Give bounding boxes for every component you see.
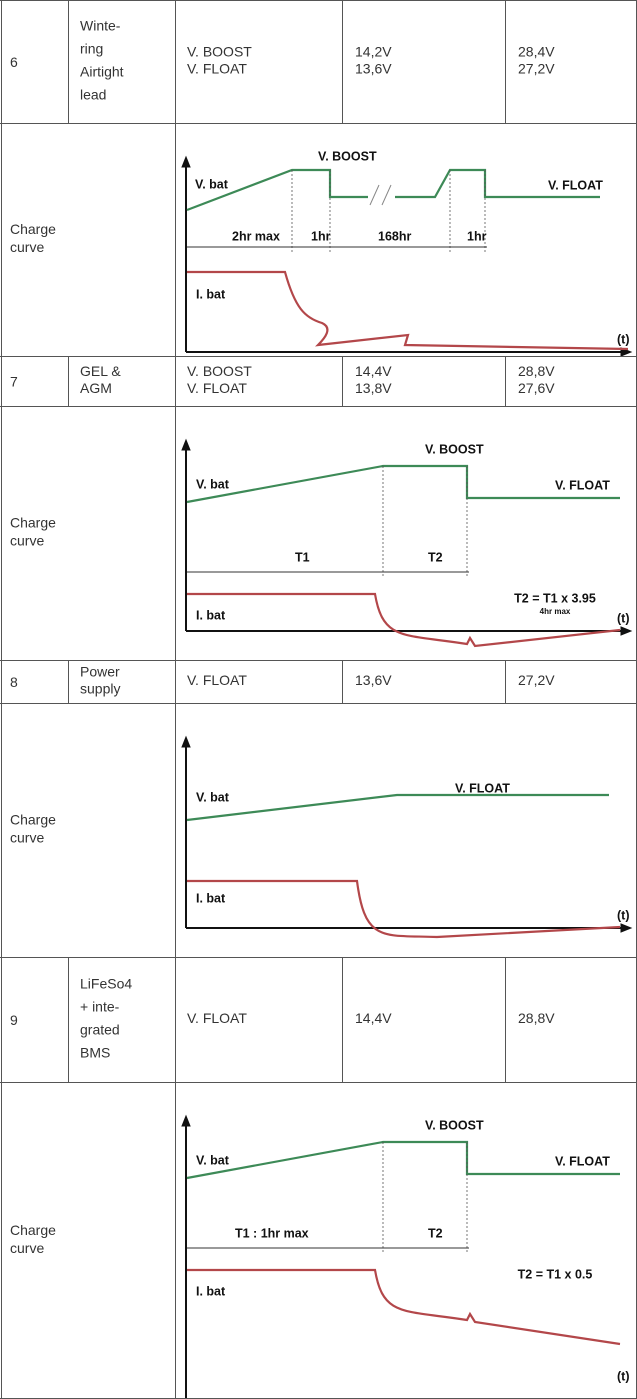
curve-text: V. bat — [196, 790, 230, 804]
charge-curve: V. BOOST V. bat V. FLOAT T1 : 1hr max T2 I. b… — [181, 1114, 630, 1399]
curve-text: V. bat — [195, 177, 229, 191]
voltage-12v: 14,4V — [355, 363, 392, 379]
curve-text: 1hr — [467, 229, 487, 243]
mode: V. FLOAT — [187, 1010, 247, 1026]
battery-type: GEL & — [80, 363, 121, 379]
curve-text: V. FLOAT — [555, 1154, 610, 1168]
curve-text: V. bat — [196, 1153, 230, 1167]
curve-text: V. FLOAT — [548, 178, 603, 192]
curve-label: Charge — [10, 515, 56, 531]
voltage-12v: 14,2V — [355, 44, 392, 60]
battery-type: lead — [80, 87, 106, 103]
curve-text: V. bat — [196, 477, 230, 491]
battery-type: Winte- — [80, 18, 121, 34]
arrow-head — [181, 735, 191, 748]
curve-text: (t) — [617, 611, 630, 625]
curve-label: curve — [10, 533, 44, 549]
curve-label: Charge — [10, 1222, 56, 1238]
row-number: 9 — [10, 1012, 18, 1028]
curve-text: I. bat — [196, 287, 226, 301]
voltage-24v: 27,2V — [518, 672, 555, 688]
curve-label: curve — [10, 830, 44, 846]
battery-type: BMS — [80, 1045, 110, 1061]
arrow-head — [620, 923, 633, 933]
mode: V. FLOAT — [187, 672, 247, 688]
curve-text: I. bat — [196, 1284, 226, 1298]
mode: V. FLOAT — [187, 380, 247, 396]
voltage-24v: 28,8V — [518, 1010, 555, 1026]
arrow-head — [181, 438, 191, 451]
voltage-12v: 13,6V — [355, 61, 392, 77]
charge-curve: V. BOOST V. bat V. FLOAT 2hr max 1hr 168hr 1hr… — [181, 149, 633, 357]
curve-text: V. FLOAT — [455, 781, 510, 795]
curve-text: V. BOOST — [425, 442, 484, 456]
curve-label: curve — [10, 239, 44, 255]
mode: V. FLOAT — [187, 61, 247, 77]
arrow-head — [620, 626, 633, 636]
battery-type: + inte- — [80, 999, 120, 1015]
row-number: 6 — [10, 54, 18, 70]
battery-type: Airtight — [80, 64, 124, 80]
voltage-24v: 28,4V — [518, 44, 555, 60]
curve-text: I. bat — [196, 608, 226, 622]
battery-type: grated — [80, 1022, 120, 1038]
arrow-head — [181, 155, 191, 168]
charge-curve: V. BOOST V. bat V. FLOAT T1 T2 I. bat T2 = T1 … — [181, 438, 633, 648]
voltage-12v: 13,8V — [355, 380, 392, 396]
battery-type: Power — [80, 664, 120, 680]
curve-label: Charge — [10, 812, 56, 828]
curve-label: curve — [10, 1240, 44, 1256]
curve-text: V. BOOST — [318, 149, 377, 163]
voltage-24v: 27,2V — [518, 61, 555, 77]
break-mark — [369, 184, 392, 206]
curve-text: T1 : 1hr max — [235, 1226, 309, 1240]
voltage-24v: 28,8V — [518, 363, 555, 379]
curve-text: T2 = T1 x 3.95 — [514, 591, 596, 605]
curve-text: T2 — [428, 550, 443, 564]
curve-text: V. BOOST — [425, 1118, 484, 1132]
curve-text: 168hr — [378, 229, 411, 243]
curve-text: (t) — [617, 332, 630, 346]
battery-type: supply — [80, 681, 120, 697]
curve-text: (t) — [617, 1369, 630, 1383]
curve-label: Charge — [10, 221, 56, 237]
curve-text: T1 — [295, 550, 310, 564]
charge-curve: V. bat V. FLOAT I. bat (t) — [181, 735, 633, 939]
battery-type: LiFeSo4 — [80, 976, 132, 992]
curve-text: 4hr max — [540, 607, 571, 616]
arrow-head — [181, 1114, 191, 1127]
current-curve — [187, 592, 621, 648]
current-curve — [187, 879, 621, 939]
curve-text: 2hr max — [232, 229, 280, 243]
mode: V. BOOST — [187, 363, 252, 379]
curve-text: T2 = T1 x 0.5 — [518, 1267, 593, 1281]
curve-text: (t) — [617, 908, 630, 922]
current-curve — [187, 1268, 621, 1346]
voltage-12v: 14,4V — [355, 1010, 392, 1026]
row-number: 7 — [10, 374, 18, 390]
curve-text: V. FLOAT — [555, 478, 610, 492]
current-curve — [187, 270, 629, 351]
curve-text: I. bat — [196, 891, 226, 905]
curve-text: 1hr — [311, 229, 331, 243]
voltage-12v: 13,6V — [355, 672, 392, 688]
voltage-curve — [186, 793, 609, 822]
voltage-curve — [186, 168, 600, 212]
curve-text: T2 — [428, 1226, 443, 1240]
battery-type: AGM — [80, 380, 112, 396]
battery-type: ring — [80, 41, 103, 57]
row-number: 8 — [10, 674, 18, 690]
voltage-24v: 27,6V — [518, 380, 555, 396]
mode: V. BOOST — [187, 44, 252, 60]
